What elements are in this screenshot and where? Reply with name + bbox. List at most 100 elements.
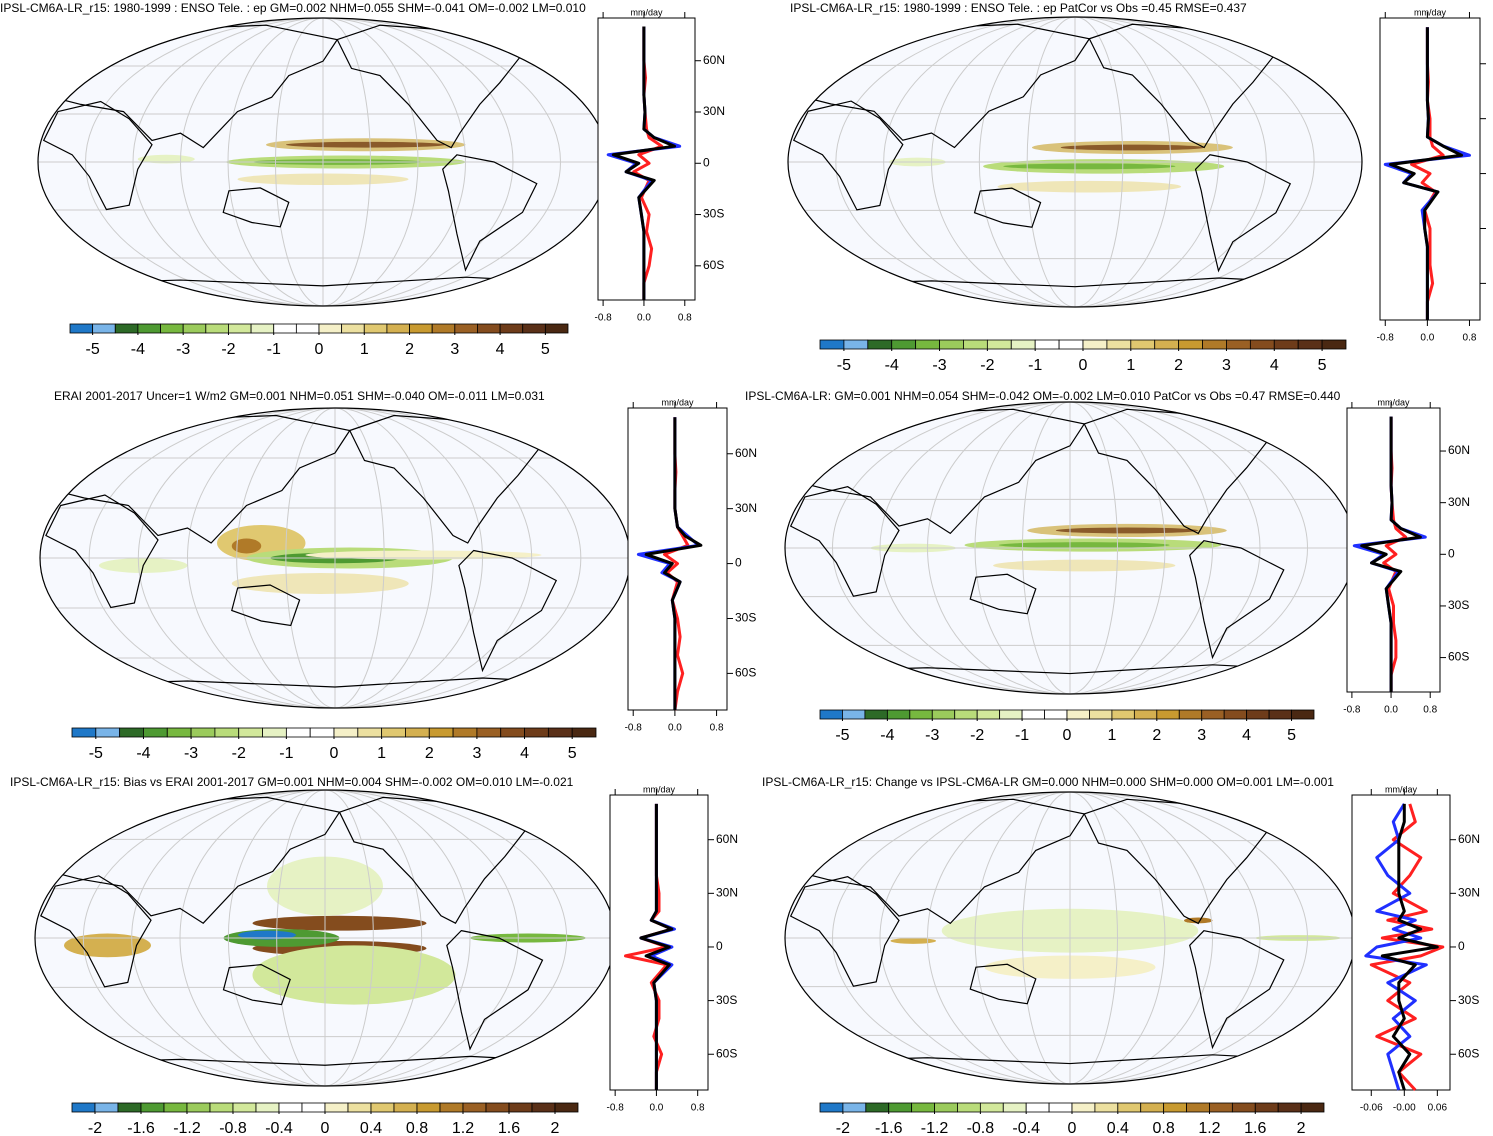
colorbar-box bbox=[163, 1102, 188, 1113]
colorbar-box bbox=[301, 1102, 326, 1113]
colorbar-box bbox=[1117, 1102, 1142, 1113]
colorbar-box bbox=[531, 1102, 556, 1113]
colorbar-box bbox=[71, 1102, 96, 1113]
x-tick-label: -0.8 bbox=[1343, 705, 1361, 716]
colorbar-tick-label: -1 bbox=[1028, 357, 1042, 374]
colorbar-box bbox=[166, 727, 192, 738]
colorbar-box bbox=[454, 323, 478, 334]
colorbar-box bbox=[1002, 1102, 1027, 1113]
coastline bbox=[789, 486, 900, 597]
colorbar-box bbox=[1044, 709, 1068, 720]
colorbar-box bbox=[439, 1102, 464, 1113]
map bbox=[784, 401, 1356, 695]
colorbar-tick-label: 2 bbox=[551, 1120, 560, 1136]
zonal-line bbox=[1380, 803, 1439, 1091]
colorbar-box bbox=[1154, 339, 1180, 350]
zonal-line bbox=[1364, 803, 1428, 1091]
y-tick-label: 30S bbox=[703, 207, 724, 221]
y-tick-label: 60N bbox=[1448, 443, 1470, 457]
panel-title: IPSL-CM6A-LR_r15: Change vs IPSL-CM6A-LR… bbox=[762, 775, 1334, 789]
colorbar-box bbox=[1291, 709, 1315, 720]
colorbar-box bbox=[485, 1102, 510, 1113]
field-patch bbox=[238, 930, 296, 940]
x-tick-label: 0.0 bbox=[1420, 333, 1434, 344]
colorbar-tick-label: -4 bbox=[880, 727, 894, 744]
units-label: mm/day bbox=[1377, 397, 1410, 407]
field-patch bbox=[1060, 144, 1205, 151]
zonal-line bbox=[611, 26, 677, 300]
colorbar-box bbox=[190, 727, 216, 738]
colorbar-tick-label: -1 bbox=[267, 341, 281, 358]
colorbar-box bbox=[1202, 339, 1227, 350]
coastline bbox=[1234, 798, 1285, 825]
colorbar-tick-label: 3 bbox=[450, 341, 459, 358]
colorbar-box bbox=[1300, 1102, 1325, 1113]
y-tick-label: 60N bbox=[1458, 832, 1480, 846]
colorbar-box bbox=[963, 339, 988, 350]
map-border bbox=[787, 16, 1363, 308]
colorbar-box bbox=[999, 709, 1023, 720]
colorbar-tick-label: 0 bbox=[1079, 357, 1088, 374]
field-patch bbox=[997, 180, 1182, 193]
field-patch bbox=[1055, 527, 1199, 534]
colorbar-tick-label: 0.4 bbox=[1107, 1120, 1129, 1136]
colorbar-box bbox=[386, 323, 410, 334]
colorbar-tick-label: -0.4 bbox=[265, 1120, 293, 1136]
map bbox=[34, 789, 616, 1087]
colorbar-tick-label: 3 bbox=[1197, 727, 1206, 744]
colorbar-tick-label: -1.6 bbox=[875, 1120, 903, 1136]
colorbar-box bbox=[547, 727, 573, 738]
field-patch bbox=[1003, 163, 1176, 170]
field-patch bbox=[998, 542, 1170, 549]
colorbar-box bbox=[1156, 709, 1180, 720]
colorbar-box bbox=[205, 323, 229, 334]
units-label: mm/day bbox=[1414, 7, 1447, 17]
colorbar-tick-label: 0.8 bbox=[1153, 1120, 1175, 1136]
coastline bbox=[789, 876, 900, 987]
colorbar-box bbox=[477, 323, 501, 334]
colorbar-box bbox=[865, 1102, 890, 1113]
coastline bbox=[442, 154, 538, 272]
colorbar-tick-label: 3 bbox=[472, 745, 481, 762]
colorbar-tick-label: 2 bbox=[425, 745, 434, 762]
y-tick-label: 0 bbox=[1458, 939, 1465, 953]
y-tick-label: 30N bbox=[1458, 886, 1480, 900]
colorbar-box bbox=[341, 323, 365, 334]
colorbar-box bbox=[370, 1102, 395, 1113]
y-tick-label: 60N bbox=[716, 832, 738, 846]
coastline bbox=[458, 549, 558, 673]
colorbar-box bbox=[114, 323, 139, 334]
coastline bbox=[492, 796, 544, 824]
colorbar-tick-label: -1.2 bbox=[173, 1120, 201, 1136]
colorbar-box bbox=[1034, 339, 1060, 350]
coastline bbox=[1240, 23, 1292, 50]
colorbar-box bbox=[94, 1102, 119, 1113]
field-patch bbox=[231, 538, 262, 554]
colorbar-box bbox=[819, 1102, 844, 1113]
colorbar-box bbox=[554, 1102, 579, 1113]
y-tick-label: 60N bbox=[703, 53, 725, 67]
colorbar-box bbox=[452, 727, 478, 738]
field-patch bbox=[285, 141, 446, 148]
x-tick-label: -0.8 bbox=[607, 1103, 625, 1114]
coastline bbox=[1189, 930, 1285, 1050]
colorbar-box bbox=[986, 339, 1012, 350]
colorbar-box bbox=[363, 323, 388, 334]
colorbar-box bbox=[137, 323, 161, 334]
colorbar-box bbox=[409, 323, 433, 334]
colorbar-tick-label: 4 bbox=[520, 745, 529, 762]
colorbar-box bbox=[428, 727, 454, 738]
x-tick-label: 0.0 bbox=[1384, 705, 1398, 716]
panel-title: ERAI 2001-2017 Uncer=1 W/m2 GM=0.001 NHM… bbox=[54, 389, 545, 403]
map-body bbox=[38, 18, 608, 306]
y-tick-label: 30S bbox=[716, 993, 737, 1007]
colorbar-tick-label: 2 bbox=[1297, 1120, 1306, 1136]
coastline bbox=[42, 100, 153, 211]
colorbar-box bbox=[1297, 339, 1323, 350]
colorbar-tick-label: 2 bbox=[1152, 727, 1161, 744]
x-tick-label: -0.8 bbox=[1377, 333, 1395, 344]
colorbar-tick-label: -5 bbox=[89, 745, 103, 762]
colorbar-tick-label: 5 bbox=[1287, 727, 1296, 744]
colorbar-box bbox=[318, 323, 343, 334]
